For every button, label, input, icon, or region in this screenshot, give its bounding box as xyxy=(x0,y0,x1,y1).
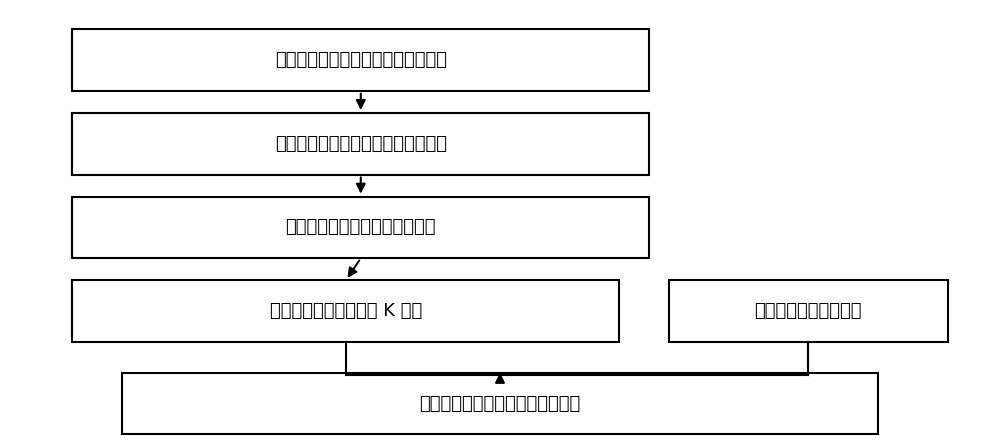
Text: 水功能区上游来水量和来水水质: 水功能区上游来水量和来水水质 xyxy=(286,219,436,236)
FancyBboxPatch shape xyxy=(669,280,948,342)
Text: 调查所在河段的主要超标污染物类型: 调查所在河段的主要超标污染物类型 xyxy=(275,51,447,69)
FancyBboxPatch shape xyxy=(72,280,619,342)
Text: 河道水质综合降解系数 K 确定: 河道水质综合降解系数 K 确定 xyxy=(270,302,422,320)
Text: 河段设计水文条件计算: 河段设计水文条件计算 xyxy=(755,302,862,320)
FancyBboxPatch shape xyxy=(72,113,649,174)
FancyBboxPatch shape xyxy=(72,197,649,258)
FancyBboxPatch shape xyxy=(122,373,878,434)
Text: 水域纳污能力模型选择和成果计算: 水域纳污能力模型选择和成果计算 xyxy=(419,395,581,413)
Text: 明确河道所在的水功能区和水质目标: 明确河道所在的水功能区和水质目标 xyxy=(275,135,447,153)
FancyBboxPatch shape xyxy=(72,29,649,91)
